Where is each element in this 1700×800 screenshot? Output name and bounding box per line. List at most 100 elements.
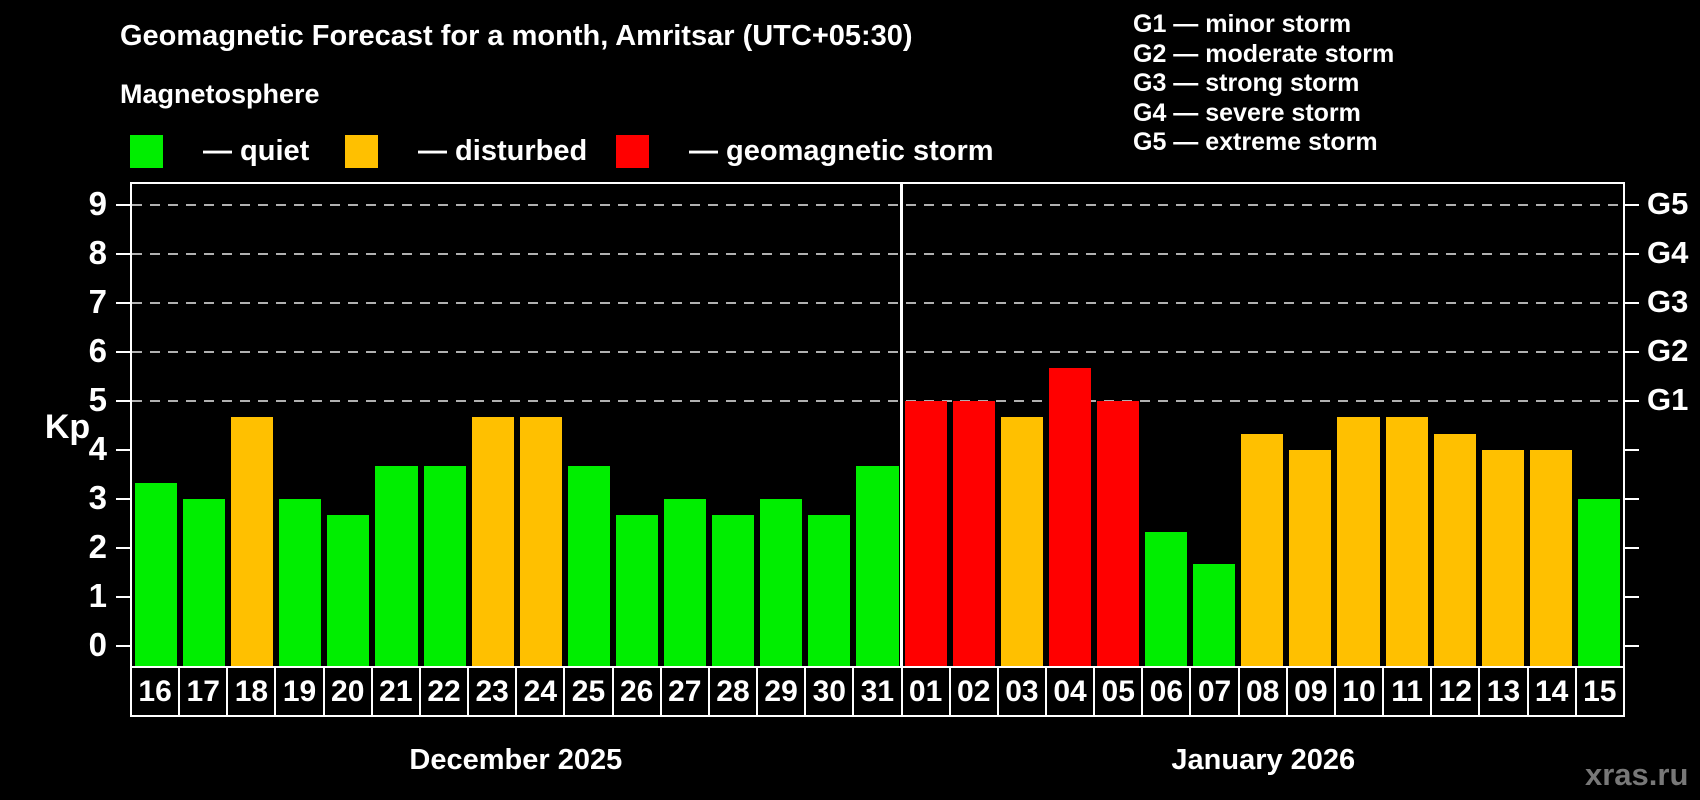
y-tick-left-2 [116, 547, 130, 549]
bar-day-23 [471, 417, 514, 666]
bar-day-31 [856, 466, 899, 666]
y-tick-right-3 [1625, 498, 1639, 500]
bar-day-15 [1577, 499, 1620, 666]
day-label-29: 29 [756, 666, 807, 717]
y-tick-right-5 [1625, 400, 1639, 402]
day-label-03: 03 [996, 666, 1047, 717]
bar-day-21 [375, 466, 418, 666]
y-tick-label-7: 7 [88, 283, 107, 320]
bar-day-25 [567, 466, 610, 666]
gridline-kp-8 [132, 253, 1623, 255]
y-tick-label-1: 1 [88, 577, 107, 614]
day-label-22: 22 [418, 666, 470, 717]
chart-title: Geomagnetic Forecast for a month, Amrits… [120, 20, 913, 52]
bar-day-07 [1193, 564, 1236, 666]
y-tick-label-4: 4 [88, 430, 107, 467]
day-label-01: 01 [900, 666, 951, 717]
y-tick-label-8: 8 [88, 234, 107, 271]
quiet-swatch-icon [130, 134, 163, 168]
bar-day-26 [615, 515, 659, 666]
day-label-18: 18 [226, 666, 277, 717]
day-label-13: 13 [1478, 666, 1529, 717]
y-tick-label-6: 6 [88, 332, 107, 369]
y-tick-left-7 [116, 302, 130, 304]
bar-day-02 [952, 401, 995, 666]
bar-day-22 [423, 466, 466, 666]
y-tick-right-7 [1625, 302, 1639, 304]
legend-item-disturbed: — disturbed [345, 134, 587, 168]
bar-day-03 [1000, 417, 1043, 666]
g-legend-line-g2: G2 — moderate storm [1133, 39, 1395, 68]
y-tick-label-2: 2 [88, 528, 107, 565]
day-label-07: 07 [1189, 666, 1240, 717]
day-label-05: 05 [1093, 666, 1144, 717]
legend-item-storm: — geomagnetic storm [616, 134, 994, 168]
month-label-left: December 2025 [409, 744, 623, 776]
day-label-26: 26 [611, 666, 662, 717]
day-label-21: 21 [370, 666, 421, 717]
bar-day-29 [760, 499, 803, 666]
day-label-06: 06 [1141, 666, 1192, 717]
bar-day-04 [1048, 368, 1091, 666]
g-axis-label-g2: G2 [1647, 333, 1689, 368]
y-tick-label-0: 0 [88, 626, 107, 663]
y-tick-right-0 [1625, 645, 1639, 647]
y-tick-left-9 [116, 204, 130, 206]
disturbed-swatch-icon [345, 134, 378, 168]
bar-day-24 [519, 417, 562, 666]
y-tick-label-3: 3 [88, 479, 107, 516]
month-label-right: January 2026 [1171, 744, 1356, 776]
bar-day-16 [135, 482, 178, 666]
gridline-kp-5 [132, 400, 1623, 402]
day-label-02: 02 [948, 666, 999, 717]
day-label-27: 27 [659, 666, 710, 717]
day-label-04: 04 [1044, 666, 1096, 717]
day-label-14: 14 [1526, 666, 1577, 717]
day-label-20: 20 [322, 666, 373, 717]
day-labels-row: 16 17 18 19 20 21 22 23 24 25 26 27 28 29 30 31 01 02 03 04… [130, 666, 1625, 717]
g-axis-label-g5: G5 [1647, 186, 1689, 221]
bar-day-06 [1145, 531, 1188, 666]
day-label-28: 28 [707, 666, 759, 717]
day-label-25: 25 [563, 666, 614, 717]
g-legend-line-g5: G5 — extreme storm [1133, 128, 1378, 156]
g-legend-line-g3: G3 — strong storm [1133, 69, 1360, 97]
y-tick-right-9 [1625, 204, 1639, 206]
g-axis-label-g4: G4 [1647, 235, 1689, 270]
bar-day-30 [808, 515, 851, 666]
y-axis-title: Kp [44, 408, 91, 446]
day-label-24: 24 [515, 666, 566, 717]
y-tick-right-8 [1625, 253, 1639, 255]
y-tick-right-1 [1625, 596, 1639, 598]
bar-day-20 [327, 515, 370, 666]
y-tick-label-5: 5 [88, 381, 107, 418]
bar-day-17 [183, 499, 226, 666]
month-separator-line [900, 184, 904, 666]
chart-subtitle: Magnetosphere [120, 79, 320, 109]
y-tick-left-1 [116, 596, 130, 598]
g-legend-line-g4: G4 — severe storm [1133, 98, 1361, 127]
bar-day-18 [231, 417, 274, 666]
day-label-11: 11 [1382, 666, 1433, 717]
day-label-17: 17 [178, 666, 229, 717]
g-axis-label-g3: G3 [1647, 284, 1689, 319]
bar-day-01 [904, 401, 947, 666]
y-tick-right-2 [1625, 547, 1639, 549]
y-tick-right-6 [1625, 351, 1639, 353]
gridline-kp-6 [132, 351, 1623, 353]
bar-day-11 [1385, 417, 1428, 666]
month-labels-row: December 2025 January 2026 [130, 744, 1625, 784]
legend-label-quiet: — quiet [203, 134, 310, 167]
day-label-30: 30 [804, 666, 855, 717]
legend-item-quiet: — quiet [130, 134, 309, 168]
day-label-08: 08 [1237, 666, 1288, 717]
y-tick-left-4 [116, 449, 130, 451]
bar-day-05 [1096, 401, 1140, 666]
y-tick-label-9: 9 [88, 185, 107, 222]
g-scale-legend: G1 — minor storm G2 — moderate storm G3 … [1133, 10, 1394, 158]
legend-label-disturbed: — disturbed [418, 134, 588, 167]
y-tick-left-3 [116, 498, 130, 500]
bar-day-28 [712, 515, 755, 666]
g-legend-line-g1: G1 — minor storm [1133, 10, 1352, 38]
